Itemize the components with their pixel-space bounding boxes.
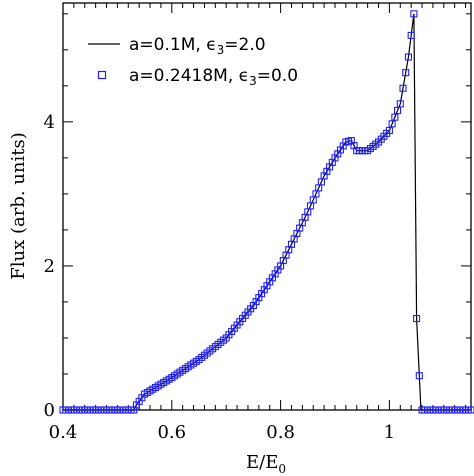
data-marker-a02418: [407, 31, 415, 39]
data-marker-a02418: [391, 113, 399, 121]
legend-label-markers: a=0.2418M, ϵ3=0.0: [129, 66, 298, 88]
y-tick-label: 2: [44, 256, 55, 277]
y-tick-label: 4: [44, 112, 55, 133]
data-marker-a02418: [415, 372, 423, 380]
data-marker-a02418: [410, 10, 418, 18]
x-tick-label: 0.8: [266, 422, 295, 443]
series-line-a01: [63, 13, 471, 411]
x-axis-title: E/E0: [246, 452, 286, 476]
legend-marker-swatch: [97, 70, 107, 80]
data-marker-a02418: [467, 406, 474, 414]
data-marker-a02418: [396, 100, 404, 108]
x-tick-label: 0.6: [157, 422, 186, 443]
legend-label-line: a=0.1M, ϵ3=2.0: [129, 35, 266, 57]
legend: a=0.1M, ϵ3=2.0 a=0.2418M, ϵ3=0.0: [88, 35, 298, 88]
data-marker-a02418: [404, 53, 412, 61]
data-marker-a02418: [388, 120, 396, 128]
data-marker-a02418: [413, 314, 421, 323]
axis-ticks: 0.4 0.6 0.8 1 0 2 4: [44, 3, 471, 443]
data-marker-a02418: [385, 126, 393, 135]
data-marker-a02418: [399, 84, 407, 92]
x-tick-label: 1: [384, 422, 395, 443]
y-tick-label: 0: [44, 400, 55, 421]
series-layer: [59, 10, 474, 414]
data-marker-a02418: [394, 106, 402, 115]
data-marker-a02418: [402, 69, 410, 77]
y-axis-title: Flux (arb. units): [8, 132, 29, 279]
plot-frame: [62, 2, 472, 411]
x-tick-label: 0.4: [49, 422, 78, 443]
